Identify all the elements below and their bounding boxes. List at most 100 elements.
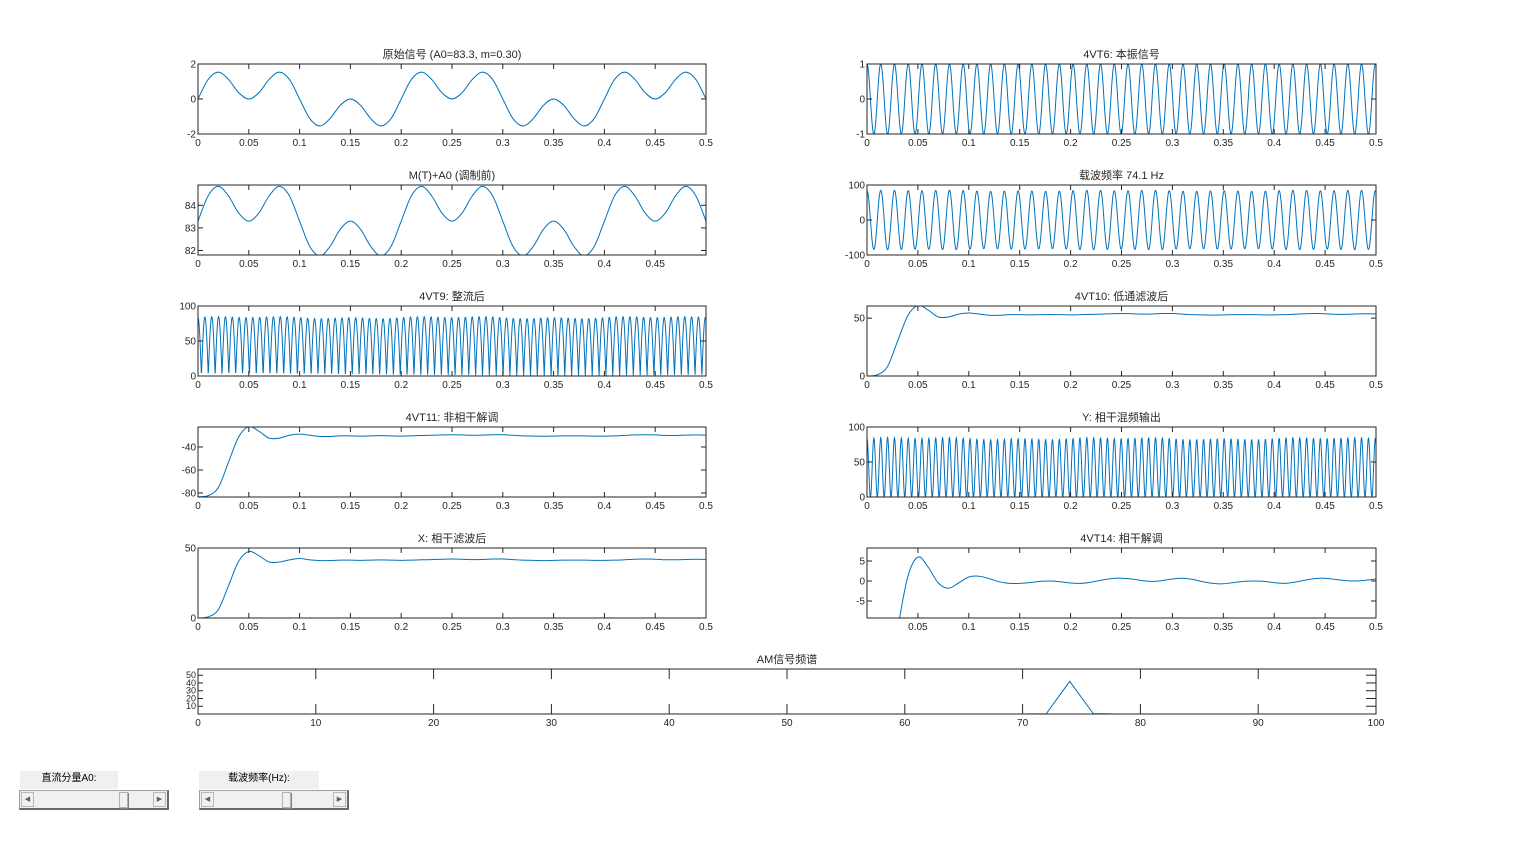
x-tick-label: 0.15: [341, 380, 361, 391]
x-tick-label: 0.2: [394, 138, 408, 149]
x-tick-label: 0: [864, 138, 870, 149]
x-tick-label: 0.3: [496, 501, 510, 512]
x-tick-label: 0.4: [597, 622, 611, 633]
series-line: [198, 427, 706, 497]
x-tick-label: 0.15: [341, 622, 361, 633]
x-tick-label: 0.45: [645, 501, 665, 512]
y-tick-label: -60: [182, 465, 197, 476]
x-tick-label: 0.4: [597, 501, 611, 512]
y-tick-label: 0: [859, 577, 865, 588]
x-tick-label: 0: [864, 259, 870, 270]
x-tick-label: 0.2: [394, 380, 408, 391]
x-tick-label: 0.15: [1010, 259, 1030, 270]
chart-rectified: 0 0.05 0.1 0.15 0.2 0.25 0.3 0.35 0.4 0.45 0.5 0 50 1…: [179, 289, 713, 391]
series-line: [899, 556, 1376, 618]
x-tick-label: 0.5: [1369, 259, 1383, 270]
x-tick-label: 0: [195, 138, 201, 149]
x-tick-label: 0.2: [1064, 501, 1078, 512]
x-tick-label: 10: [310, 718, 322, 729]
x-tick-label: 0.5: [1369, 622, 1383, 633]
y-tick-label: 0: [859, 216, 865, 227]
x-tick-label: 0.3: [1165, 380, 1179, 391]
x-tick-label: 0.2: [394, 622, 408, 633]
y-tick-label: 100: [848, 423, 865, 434]
y-tick-label: 82: [185, 246, 197, 257]
x-tick-label: 0.1: [962, 259, 976, 270]
y-tick-label: 0: [859, 493, 865, 504]
y-tick-label: 100: [848, 181, 865, 192]
chart-noncoherent-demod: 0 0.05 0.1 0.15 0.2 0.25 0.3 0.35 0.4 0.45 0.5 -80 -…: [182, 410, 714, 512]
x-tick-label: 0.25: [1112, 622, 1132, 633]
carrier-frequency-slider-thumb[interactable]: [282, 792, 291, 808]
x-tick-label: 0.1: [293, 501, 307, 512]
series-line: [198, 185, 706, 255]
x-tick-label: 0.25: [1112, 259, 1132, 270]
x-tick-label: 0.3: [496, 138, 510, 149]
y-tick-label: 0: [190, 95, 196, 106]
x-tick-label: 0.05: [239, 622, 259, 633]
chart-title: 载波频率 74.1 Hz: [1079, 168, 1164, 182]
slider-right-arrow-icon[interactable]: ▶: [153, 792, 166, 807]
a0-slider[interactable]: ◀ ▶: [19, 790, 169, 810]
chart-title: X: 相干滤波后: [418, 532, 486, 545]
x-tick-label: 0.25: [442, 380, 462, 391]
x-tick-label: 0.15: [341, 138, 361, 149]
slider-right-arrow-icon[interactable]: ▶: [333, 792, 346, 807]
y-tick-label: 30: [186, 686, 196, 696]
x-tick-label: 0.45: [1315, 622, 1335, 633]
x-tick-label: 0.25: [442, 259, 462, 270]
x-tick-label: 30: [546, 718, 558, 729]
x-tick-label: 100: [1368, 718, 1385, 729]
y-tick-label: 40: [186, 678, 196, 688]
carrier-frequency-slider[interactable]: ◀ ▶: [199, 790, 349, 810]
x-tick-label: 0.35: [544, 380, 564, 391]
x-tick-label: 0: [195, 501, 201, 512]
series-line: [867, 189, 1376, 251]
y-tick-label: 50: [854, 458, 866, 469]
x-tick-label: 0.5: [699, 380, 713, 391]
x-tick-label: 0.5: [1369, 501, 1383, 512]
x-tick-label: 0.1: [293, 380, 307, 391]
x-tick-label: 0.05: [908, 259, 928, 270]
chart-local-oscillator: 0 0.05 0.1 0.15 0.2 0.25 0.3 0.35 0.4 0.45 0.5-101…: [856, 47, 1383, 149]
x-tick-label: 0.35: [544, 622, 564, 633]
x-tick-label: 0.45: [645, 138, 665, 149]
x-tick-label: 0.1: [293, 622, 307, 633]
slider-left-arrow-icon[interactable]: ◀: [201, 792, 214, 807]
x-tick-label: 20: [428, 718, 440, 729]
chart-message-plus-dc: 0 0.05 0.1 0.15 0.2 0.25 0.3 0.35 0.4 0.45 82 83 84 M…: [185, 168, 707, 270]
x-tick-label: 0.05: [908, 501, 928, 512]
x-tick-label: 0.4: [1267, 622, 1281, 633]
x-tick-label: 0.35: [544, 501, 564, 512]
x-tick-label: 0.4: [1267, 380, 1281, 391]
y-tick-label: 10: [186, 701, 196, 711]
x-tick-label: 0.25: [442, 501, 462, 512]
a0-slider-thumb[interactable]: [119, 792, 128, 808]
slider-left-arrow-icon[interactable]: ◀: [21, 792, 34, 807]
x-tick-label: 0.3: [1165, 622, 1179, 633]
y-tick-label: 0: [190, 372, 196, 383]
x-tick-label: 0.05: [908, 138, 928, 149]
x-tick-label: 0.45: [1315, 259, 1335, 270]
x-tick-label: 0.35: [544, 259, 564, 270]
series-line: [198, 315, 706, 376]
x-tick-label: 0.5: [699, 622, 713, 633]
chart-original-signal: 0 0.05 0.1 0.15 0.2 0.25 0.3 0.35 0.4 0.45 0.5-202…: [187, 47, 713, 149]
y-tick-label: 0: [859, 372, 865, 383]
x-tick-label: 0.4: [1267, 138, 1281, 149]
x-tick-label: 0.5: [1369, 138, 1383, 149]
x-tick-label: 0.25: [1112, 501, 1132, 512]
axes-background: [867, 185, 1376, 255]
y-tick-label: -1: [856, 130, 865, 141]
y-tick-label: 50: [186, 670, 196, 680]
axes-background: [867, 306, 1376, 376]
series-line: [198, 71, 706, 127]
x-tick-label: 50: [781, 718, 793, 729]
x-tick-label: 0.1: [293, 138, 307, 149]
x-tick-label: 60: [899, 718, 911, 729]
axes-background: [198, 185, 706, 255]
chart-title: 4VT9: 整流后: [419, 289, 484, 303]
x-tick-label: 0: [864, 501, 870, 512]
y-tick-label: 50: [185, 544, 197, 555]
x-tick-label: 0.15: [1010, 622, 1030, 633]
